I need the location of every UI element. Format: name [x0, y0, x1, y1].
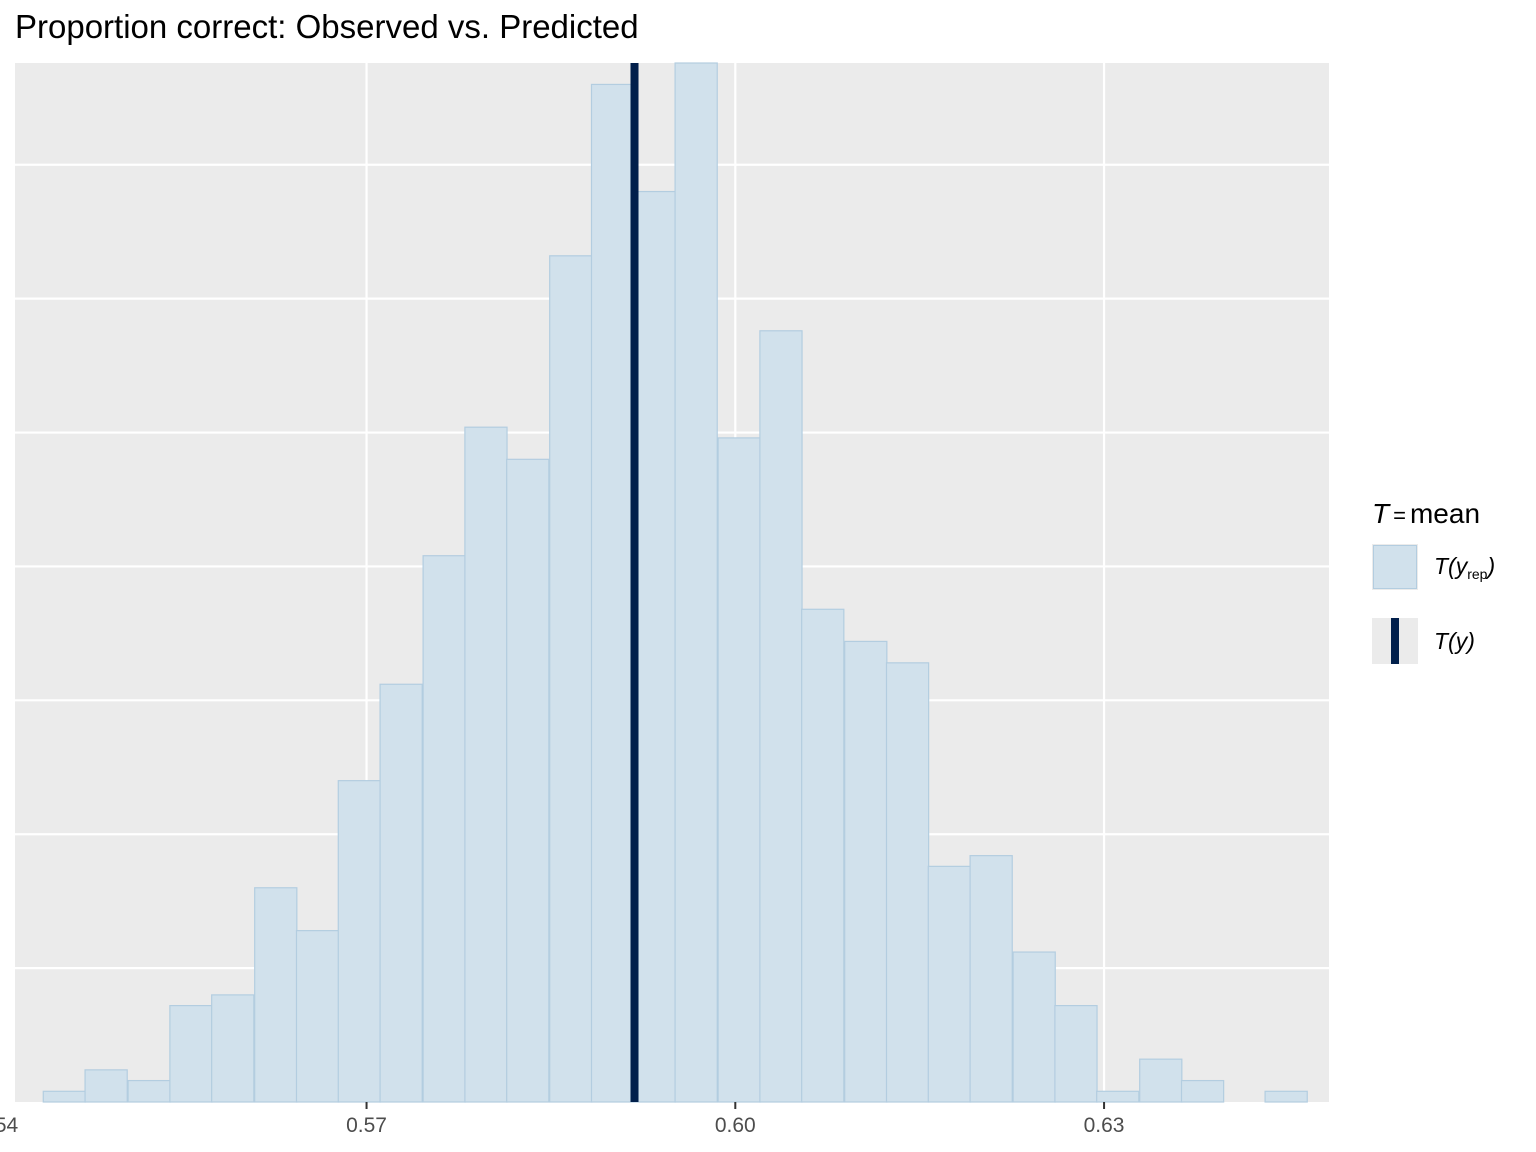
histogram-bar	[295, 930, 340, 1103]
histogram-bar	[549, 255, 593, 1103]
legend-title-stat-name: mean	[1409, 498, 1481, 529]
histogram-bar	[254, 887, 298, 1103]
legend-item-observed: T(y)	[1372, 618, 1532, 664]
histogram-bar	[1012, 951, 1056, 1103]
histogram-bar	[1139, 1058, 1183, 1103]
histogram-bar	[379, 683, 423, 1103]
legend-label-observed: T(y)	[1434, 627, 1475, 654]
histogram-bar	[844, 640, 888, 1103]
histogram-bar	[169, 1004, 213, 1103]
histogram-bar	[84, 1069, 128, 1103]
legend-title-equals: =	[1393, 503, 1406, 528]
histogram-bar	[927, 865, 972, 1103]
legend-title-stat-symbol: T	[1372, 498, 1390, 529]
histogram-bar	[590, 83, 635, 1103]
histogram-bar	[674, 62, 718, 1103]
x-tick-label: 0.63	[1084, 1114, 1125, 1137]
histogram-bar	[969, 855, 1013, 1103]
x-tick-label: 0.60	[715, 1114, 756, 1137]
x-tick-label: 0.54	[0, 1114, 19, 1137]
histogram-bar	[717, 437, 761, 1103]
x-tick-label: 0.57	[346, 1114, 387, 1137]
legend-label-replicated: T(yrep)	[1434, 552, 1496, 582]
legend-item-replicated: T(yrep)	[1372, 544, 1532, 590]
histogram-bar	[337, 780, 382, 1103]
histogram-bar	[211, 994, 255, 1103]
histogram-bar	[1264, 1090, 1308, 1103]
histogram-bar	[885, 662, 930, 1103]
histogram-bar	[464, 426, 508, 1103]
legend: T = mean T(yrep) T(y)	[1372, 498, 1495, 664]
histogram-bar	[1096, 1090, 1140, 1103]
chart-title: Proportion correct: Observed vs. Predict…	[15, 8, 639, 45]
histogram-bar	[1180, 1079, 1225, 1103]
histogram-bar	[422, 555, 466, 1103]
legend-key-histogram-swatch	[1372, 544, 1418, 590]
histogram-bar	[42, 1090, 87, 1103]
histogram-bar	[759, 330, 803, 1103]
histogram-bar	[127, 1079, 171, 1103]
histogram-bars	[42, 62, 1308, 1103]
histogram-bar	[632, 190, 677, 1103]
histogram-bar	[506, 458, 550, 1103]
x-axis: 0.54 0.57 0.60 0.63	[0, 1102, 1124, 1137]
legend-key-line-swatch	[1372, 618, 1418, 664]
legend-title: T = mean	[1372, 498, 1480, 530]
histogram-bar	[801, 608, 845, 1103]
histogram-bar	[1054, 1004, 1098, 1103]
